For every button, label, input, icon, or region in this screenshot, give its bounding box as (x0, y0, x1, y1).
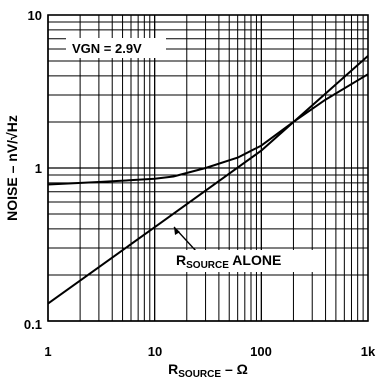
y-tick-label-0.1: 0.1 (24, 317, 42, 332)
annotation-arrowhead (174, 227, 180, 235)
y-tick-label-10: 10 (28, 8, 42, 23)
x-axis-label: RSOURCE – Ω (168, 361, 248, 379)
y-tick-label-1: 1 (35, 161, 42, 176)
plot-frame (47, 14, 369, 322)
annotation-label: RSOURCE ALONE (176, 252, 281, 271)
x-tick-label-10: 10 (148, 344, 162, 359)
x-tick-label-1k: 1k (361, 344, 376, 359)
condition-label-box (66, 38, 166, 58)
curves (47, 55, 369, 305)
x-tick-label-100: 100 (250, 344, 272, 359)
series-line-1 (47, 73, 369, 186)
y-axis-label: NOISE – nV/√Hz (4, 115, 20, 221)
condition-label: VGN = 2.9V (72, 41, 142, 56)
series-line-2 (47, 55, 369, 305)
x-tick-label-1: 1 (44, 344, 51, 359)
annotation-box (173, 250, 317, 272)
